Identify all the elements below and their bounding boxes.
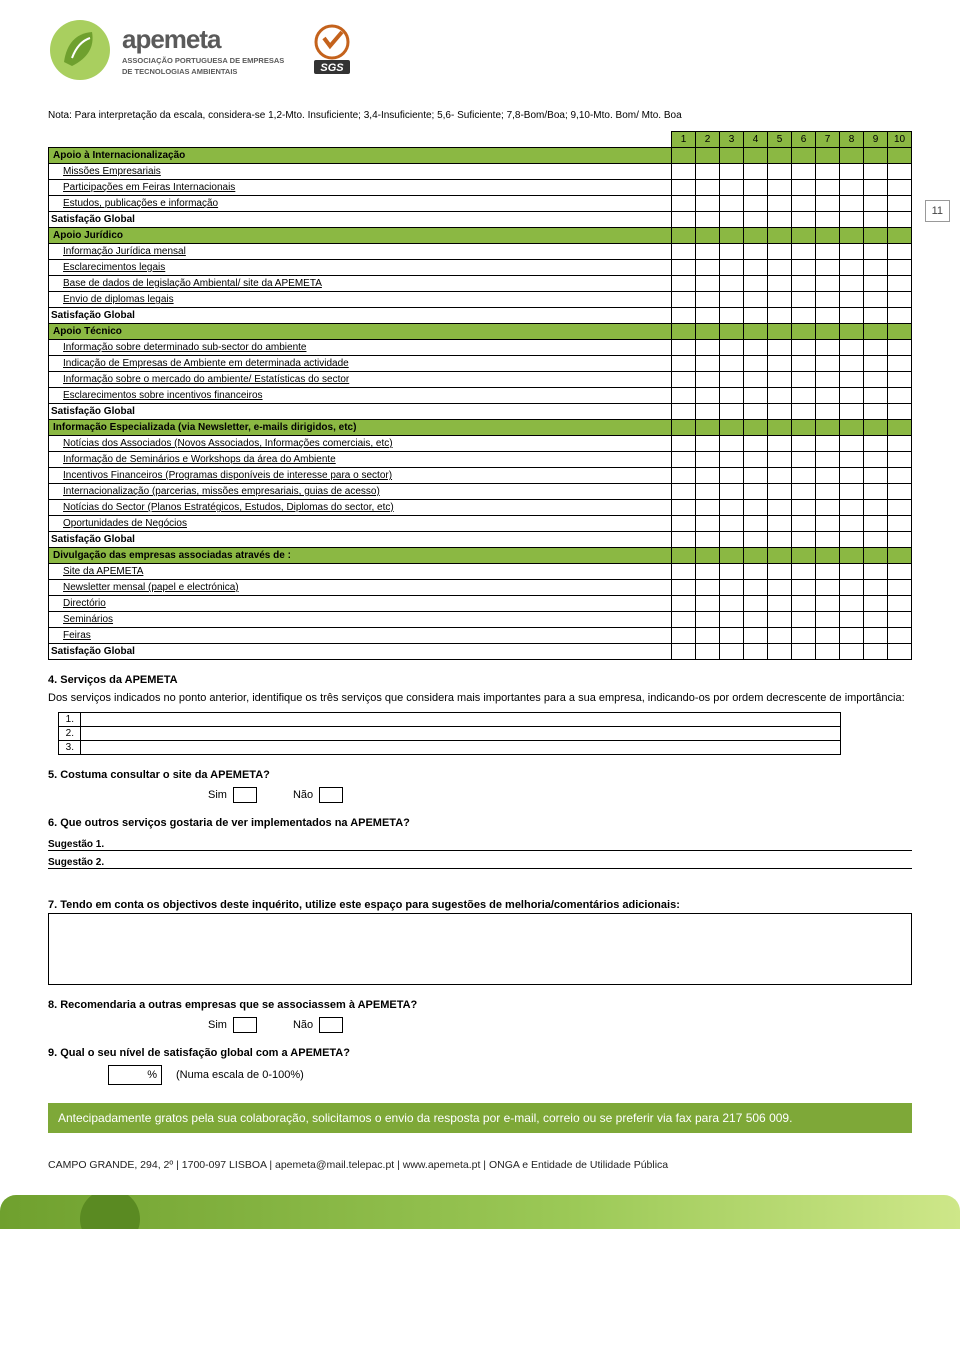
leaf-icon bbox=[48, 18, 112, 82]
q6-sug1[interactable]: Sugestão 1. bbox=[48, 835, 912, 851]
scale-head: 4 bbox=[744, 132, 768, 148]
q6-head: 6. Que outros serviços gostaria de ver i… bbox=[48, 817, 912, 829]
q4-head: 4. Serviços da APEMETA bbox=[48, 674, 912, 686]
rating-row[interactable]: Newsletter mensal (papel e electrónica) bbox=[49, 580, 912, 596]
q8-yes-box[interactable] bbox=[233, 1017, 257, 1033]
q8-no-box[interactable] bbox=[319, 1017, 343, 1033]
q8-yes-label: Sim bbox=[208, 1019, 227, 1031]
rating-table: 12345678910Apoio à InternacionalizaçãoMi… bbox=[48, 131, 912, 660]
scale-head: 5 bbox=[768, 132, 792, 148]
section-header: Apoio à Internacionalização bbox=[49, 148, 912, 164]
rating-row[interactable]: Notícias dos Associados (Novos Associado… bbox=[49, 436, 912, 452]
rating-row[interactable]: Feiras bbox=[49, 628, 912, 644]
rating-row[interactable]: Missões Empresariais bbox=[49, 164, 912, 180]
rating-row[interactable]: Informação sobre determinado sub-sector … bbox=[49, 340, 912, 356]
rating-row[interactable]: Site da APEMETA bbox=[49, 564, 912, 580]
footer-decoration bbox=[0, 1195, 960, 1229]
page-number: 11 bbox=[925, 200, 950, 222]
q9-head: 9. Qual o seu nível de satisfação global… bbox=[48, 1047, 912, 1059]
q9-hint: (Numa escala de 0-100%) bbox=[176, 1069, 304, 1081]
q8-no-label: Não bbox=[293, 1019, 313, 1031]
q5-yesno: Sim Não bbox=[208, 787, 912, 803]
rating-row[interactable]: Envio de diplomas legais bbox=[49, 292, 912, 308]
section-header: Apoio Técnico bbox=[49, 324, 912, 340]
footer-text: CAMPO GRANDE, 294, 2º | 1700-097 LISBOA … bbox=[48, 1159, 912, 1171]
scale-head: 1 bbox=[672, 132, 696, 148]
rating-row[interactable]: Informação Jurídica mensal bbox=[49, 244, 912, 260]
rating-row[interactable]: Informação sobre o mercado do ambiente/ … bbox=[49, 372, 912, 388]
svg-text:SGS: SGS bbox=[321, 62, 345, 74]
header-logos: apemeta ASSOCIAÇÃO PORTUGUESA DE EMPRESA… bbox=[48, 0, 912, 110]
q4-body: Dos serviços indicados no ponto anterior… bbox=[48, 692, 912, 704]
section-header: Divulgação das empresas associadas atrav… bbox=[49, 548, 912, 564]
rating-row[interactable]: Oportunidades de Negócios bbox=[49, 516, 912, 532]
rating-row[interactable]: Seminários bbox=[49, 612, 912, 628]
scale-head: 2 bbox=[696, 132, 720, 148]
rating-row[interactable]: Directório bbox=[49, 596, 912, 612]
q5-no-label: Não bbox=[293, 789, 313, 801]
apemeta-logo: apemeta ASSOCIAÇÃO PORTUGUESA DE EMPRESA… bbox=[48, 18, 284, 82]
rating-row[interactable]: Esclarecimentos legais bbox=[49, 260, 912, 276]
scale-head: 10 bbox=[888, 132, 912, 148]
scale-head: 3 bbox=[720, 132, 744, 148]
q5-no-box[interactable] bbox=[319, 787, 343, 803]
q7-textbox[interactable] bbox=[48, 913, 912, 985]
rank-table: 1.2.3. bbox=[58, 712, 841, 755]
scale-note: Nota: Para interpretação da escala, cons… bbox=[48, 110, 912, 121]
rating-row[interactable]: Base de dados de legislação Ambiental/ s… bbox=[49, 276, 912, 292]
rating-row[interactable]: Internacionalização (parcerias, missões … bbox=[49, 484, 912, 500]
satisfacao-global[interactable]: Satisfação Global bbox=[49, 532, 912, 548]
satisfacao-global[interactable]: Satisfação Global bbox=[49, 404, 912, 420]
brand-text: apemeta bbox=[122, 24, 284, 55]
rank-row[interactable]: 1. bbox=[59, 713, 841, 727]
rating-row[interactable]: Informação de Seminários e Workshops da … bbox=[49, 452, 912, 468]
rating-row[interactable]: Notícias do Sector (Planos Estratégicos,… bbox=[49, 500, 912, 516]
rating-row[interactable]: Esclarecimentos sobre incentivos finance… bbox=[49, 388, 912, 404]
rating-row[interactable]: Participações em Feiras Internacionais bbox=[49, 180, 912, 196]
q8-yesno: Sim Não bbox=[208, 1017, 912, 1033]
satisfacao-global[interactable]: Satisfação Global bbox=[49, 212, 912, 228]
scale-head: 6 bbox=[792, 132, 816, 148]
satisfacao-global[interactable]: Satisfação Global bbox=[49, 308, 912, 324]
brand-sub2: DE TECNOLOGIAS AMBIENTAIS bbox=[122, 68, 284, 77]
q5-yes-label: Sim bbox=[208, 789, 227, 801]
q7-head: 7. Tendo em conta os objectivos deste in… bbox=[48, 899, 912, 911]
scale-head: 9 bbox=[864, 132, 888, 148]
scale-head: 7 bbox=[816, 132, 840, 148]
thanks-bar: Antecipadamente gratos pela sua colabora… bbox=[48, 1103, 912, 1133]
q8-head: 8. Recomendaria a outras empresas que se… bbox=[48, 999, 912, 1011]
rating-row[interactable]: Estudos, publicações e informação bbox=[49, 196, 912, 212]
q9-pct: % (Numa escala de 0-100%) bbox=[108, 1065, 912, 1085]
q6-sug2[interactable]: Sugestão 2. bbox=[48, 853, 912, 869]
q9-pct-box[interactable]: % bbox=[108, 1065, 162, 1085]
rating-row[interactable]: Indicação de Empresas de Ambiente em det… bbox=[49, 356, 912, 372]
section-header: Apoio Jurídico bbox=[49, 228, 912, 244]
brand-sub1: ASSOCIAÇÃO PORTUGUESA DE EMPRESAS bbox=[122, 57, 284, 66]
sgs-logo: SGS bbox=[304, 22, 360, 78]
q5-yes-box[interactable] bbox=[233, 787, 257, 803]
scale-head: 8 bbox=[840, 132, 864, 148]
section-header: Informação Especializada (via Newsletter… bbox=[49, 420, 912, 436]
rating-row[interactable]: Incentivos Financeiros (Programas dispon… bbox=[49, 468, 912, 484]
rank-row[interactable]: 3. bbox=[59, 741, 841, 755]
q5-head: 5. Costuma consultar o site da APEMETA? bbox=[48, 769, 912, 781]
rank-row[interactable]: 2. bbox=[59, 727, 841, 741]
satisfacao-global[interactable]: Satisfação Global bbox=[49, 644, 912, 660]
